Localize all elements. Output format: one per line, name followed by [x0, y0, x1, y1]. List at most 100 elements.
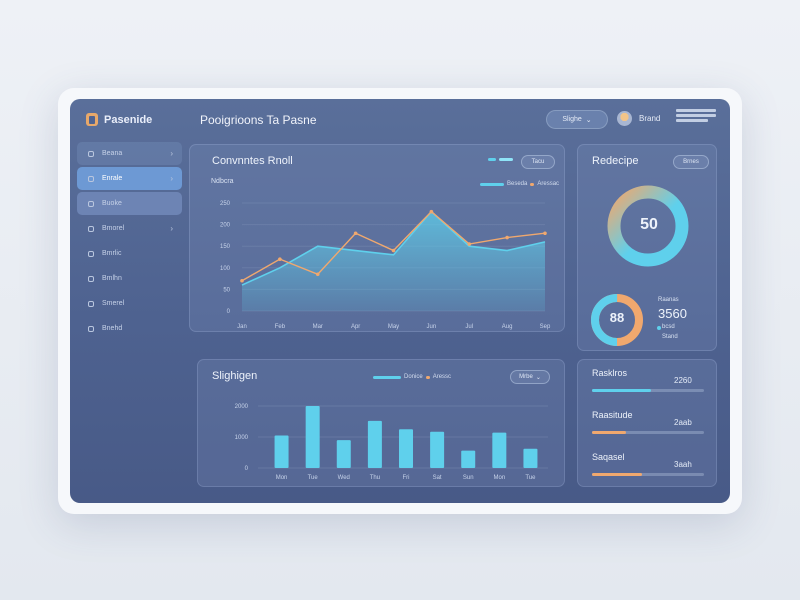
donut-big-value: 50: [640, 216, 658, 233]
header-dropdown-label: Slighe: [562, 116, 582, 123]
nav-icon: [88, 175, 94, 182]
user-name[interactable]: Brand: [639, 114, 661, 123]
y-tick-label: 50: [223, 287, 230, 293]
chevron-right-icon: ›: [170, 224, 173, 233]
line-chart-filter-chip[interactable]: Tacu: [521, 155, 555, 169]
brand-name: Pasenide: [104, 113, 153, 126]
kpi-label: Raasitude: [592, 410, 633, 420]
nav-icon: [88, 150, 94, 157]
x-tick-label: Feb: [275, 324, 286, 330]
chip-label: Tacu: [531, 159, 545, 165]
legend-label-b: Aressac: [537, 181, 560, 187]
avatar[interactable]: [617, 111, 632, 126]
sidebar-item[interactable]: Enrale ›: [77, 167, 182, 190]
sidebar-item-label: Bmrlic: [102, 250, 122, 257]
legend-swatch-b: [425, 375, 430, 379]
kpi-value: 3aah: [674, 460, 692, 469]
line-point: [391, 248, 396, 253]
notifications-icon[interactable]: [676, 109, 716, 122]
y-tick-label: 250: [220, 201, 231, 207]
legend-label-b: Aressc: [432, 374, 452, 380]
sidebar-item[interactable]: Bmlhn: [77, 267, 182, 290]
y-tick-label: 150: [220, 244, 231, 250]
nav-icon: [88, 250, 94, 257]
chevron-down-icon: ⌄: [585, 116, 592, 124]
x-tick-label: Fri: [403, 475, 410, 481]
chevron-right-icon: ›: [170, 174, 173, 183]
kpi-progress-fill: [592, 431, 626, 434]
area-series-line: [241, 210, 546, 286]
x-tick-label: Sep: [540, 324, 551, 330]
legend-label-a: Donice: [404, 374, 423, 380]
line-point: [315, 272, 320, 277]
x-tick-label: Mar: [313, 324, 323, 330]
x-tick-label: Mon: [276, 475, 288, 481]
donut-small-ring-fill: [591, 294, 643, 346]
bar-chart: 2000 1000 0 Mon Tue Wed Thu Fri Sat Sun Mon Tue: [235, 404, 548, 481]
chip-label: Brnes: [683, 159, 699, 165]
sidebar-item[interactable]: Beana ›: [77, 142, 182, 165]
kpi-progress-track: [592, 389, 704, 392]
chevron-down-icon: ⌄: [535, 374, 541, 381]
line-point: [429, 209, 434, 214]
kpi-progress-fill: [592, 473, 643, 476]
kpi-progress-fill: [592, 389, 652, 392]
legend-swatch: [499, 158, 513, 161]
y-tick-label: 2000: [235, 404, 249, 410]
sidebar-item-label: Beana: [102, 150, 123, 157]
reports-title: Redecipe: [592, 155, 639, 167]
x-tick-label: Tue: [308, 475, 319, 481]
stat-caption: Raanas: [658, 297, 679, 303]
x-tick-label: Sun: [463, 475, 474, 481]
sidebar-item-label: Enrale: [102, 175, 123, 182]
kpi-progress-track: [592, 431, 704, 434]
x-tick-label: Jan: [237, 324, 247, 330]
sidebar-item[interactable]: Buoke: [77, 192, 182, 215]
x-tick-label: Thu: [370, 475, 380, 481]
bar: [399, 429, 413, 468]
kpi-value: 2aab: [674, 418, 692, 427]
bar-chart-panel: Slighigen Donice Aressc Mrbe ⌄ 2000 1000 0…: [197, 359, 565, 487]
bar-chart-filter-chip[interactable]: Mrbe ⌄: [510, 370, 550, 384]
donut-charts: [591, 185, 689, 346]
nav-icon: [88, 275, 94, 282]
legend-swatch-b: [530, 182, 535, 186]
line-chart-panel: Convnntes Rnoll Ndbcra Tacu Beseda Aress…: [189, 144, 565, 332]
stat-note-b: Stand: [662, 334, 678, 340]
line-point: [543, 231, 547, 236]
header-dropdown-button[interactable]: Slighe ⌄: [546, 110, 608, 129]
x-tick-label: Aug: [502, 324, 513, 330]
brand[interactable]: Pasenide: [86, 113, 152, 126]
nav-icon: [88, 300, 94, 307]
donut-large-ring: [607, 185, 689, 267]
sidebar-item[interactable]: Bmrlic: [77, 242, 182, 265]
kpi-panel: Rasklros 2260 Raasitude 2aab Saqasel 3aah: [577, 359, 717, 487]
line-chart-title: Convnntes Rnoll: [212, 155, 293, 167]
logo-icon: [86, 113, 98, 126]
bar: [430, 431, 445, 468]
nav-icon: [88, 200, 94, 207]
sidebar-item[interactable]: Bmorel ›: [77, 217, 182, 240]
dashboard-window: Pasenide Pooigrioons Ta Pasne Slighe ⌄ B…: [70, 99, 730, 503]
bar: [367, 420, 382, 468]
x-tick-label: Jul: [465, 324, 473, 330]
legend-swatch: [488, 158, 496, 161]
line-point: [240, 278, 244, 283]
bar-chart-title: Slighigen: [212, 370, 258, 382]
y-tick-label: 0: [245, 466, 249, 472]
line-chart-subtitle: Ndbcra: [211, 178, 234, 185]
sidebar-item[interactable]: Smerel: [77, 292, 182, 315]
donut-small-value: 88: [609, 310, 625, 325]
line-point: [467, 242, 472, 246]
sidebar-item-label: Bmlhn: [102, 275, 122, 282]
reports-panel: Redecipe Brnes 50 88 Raanas 3560 bcsd St…: [577, 144, 717, 351]
nav-icon: [88, 225, 94, 232]
legend-swatch-a: [480, 182, 504, 186]
sidebar-item[interactable]: Bnehd: [77, 317, 182, 340]
sidebar-item-label: Buoke: [102, 200, 122, 207]
reports-chip[interactable]: Brnes: [673, 155, 709, 169]
chip-label: Mrbe: [519, 374, 533, 380]
kpi-value: 2260: [674, 376, 692, 385]
line-chart-toggle[interactable]: [488, 158, 513, 161]
line-chart: 250 200 150 100 50 0 Jan Feb Mar Apr May Jun Jul Aug S…: [220, 201, 551, 330]
